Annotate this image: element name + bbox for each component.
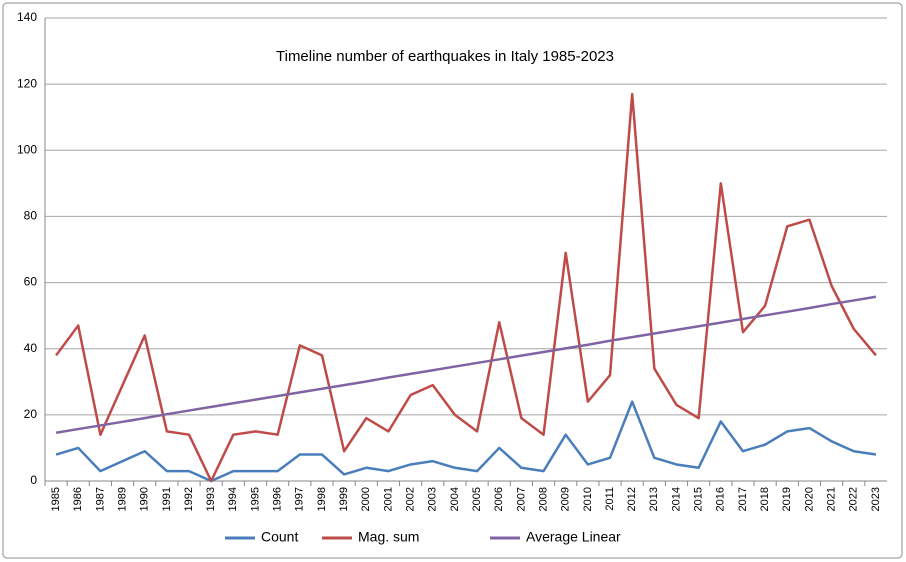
x-tick-label: 1987 [94, 487, 106, 511]
x-tick-label: 2021 [826, 487, 838, 511]
x-tick-label: 1986 [72, 487, 84, 511]
x-tick-label: 2010 [582, 487, 594, 511]
x-tick-label: 1985 [50, 487, 62, 511]
legend-label: Count [261, 529, 298, 545]
x-tick-label: 2005 [471, 487, 483, 511]
x-tick-label: 1992 [183, 487, 195, 511]
y-tick-label: 40 [24, 341, 38, 355]
x-tick-label: 1994 [227, 487, 239, 511]
legend-label: Mag. sum [358, 529, 419, 545]
x-tick-label: 2008 [537, 487, 549, 511]
x-tick-label: 1990 [139, 487, 151, 511]
x-tick-label: 2016 [715, 487, 727, 511]
x-tick-label: 1999 [338, 487, 350, 511]
x-tick-label: 2011 [604, 487, 616, 511]
x-tick-label: 2019 [781, 487, 793, 511]
x-tick-label: 1991 [161, 487, 173, 511]
x-tick-label: 1997 [294, 487, 306, 511]
y-tick-label: 0 [30, 473, 37, 487]
x-tick-label: 2014 [670, 487, 682, 511]
series-line [55, 400, 877, 483]
x-tick-label: 1996 [272, 487, 284, 511]
x-tick-label: 1995 [249, 487, 261, 511]
y-tick-label: 20 [24, 407, 38, 421]
legend-label: Average Linear [526, 529, 621, 545]
x-tick-label: 1993 [205, 487, 217, 511]
x-tick-label: 2020 [803, 487, 815, 511]
x-tick-label: 2007 [515, 487, 527, 511]
x-tick-label: 1989 [116, 487, 128, 511]
x-tick-label: 2004 [449, 487, 461, 511]
x-tick-label: 1998 [316, 487, 328, 511]
x-tick-label: 2001 [382, 487, 394, 511]
x-tick-label: 2018 [759, 487, 771, 511]
y-tick-label: 60 [24, 275, 38, 289]
x-tick-label: 2009 [560, 487, 572, 511]
series-line [55, 92, 877, 483]
x-tick-label: 2017 [737, 487, 749, 511]
x-tick-label: 2002 [405, 487, 417, 511]
x-tick-label: 2006 [493, 487, 505, 511]
y-tick-label: 100 [17, 142, 37, 156]
x-tick-label: 2022 [848, 487, 860, 511]
y-tick-label: 140 [17, 10, 37, 24]
x-tick-label: 2013 [648, 487, 660, 511]
x-tick-label: 2003 [427, 487, 439, 511]
x-tick-label: 2012 [626, 487, 638, 511]
chart-title: Timeline number of earthquakes in Italy … [276, 48, 614, 65]
y-tick-label: 80 [24, 209, 38, 223]
y-tick-label: 120 [17, 76, 37, 90]
x-tick-label: 2023 [870, 487, 882, 511]
x-tick-label: 2015 [693, 487, 705, 511]
series-line [55, 295, 877, 434]
x-tick-label: 2000 [360, 487, 372, 511]
